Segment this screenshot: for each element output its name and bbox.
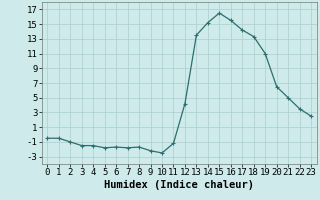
X-axis label: Humidex (Indice chaleur): Humidex (Indice chaleur)	[104, 180, 254, 190]
